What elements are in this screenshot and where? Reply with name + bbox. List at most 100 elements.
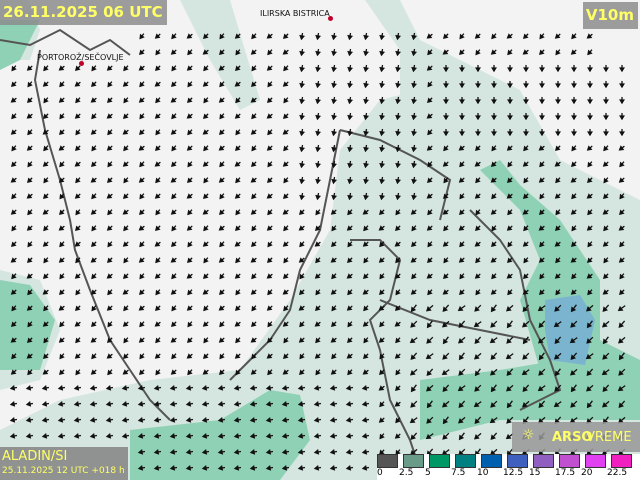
wind-arrow-head [363, 66, 370, 73]
wind-arrow-head [459, 115, 465, 121]
wind-arrow-head [26, 273, 33, 279]
wind-arrow-head [474, 306, 480, 312]
wind-arrow-head [345, 432, 352, 439]
wind-arrow-head [75, 337, 81, 344]
wind-arrow-head [507, 131, 513, 137]
wind-arrow-head [266, 145, 273, 151]
wind-arrow-head [266, 113, 273, 119]
wind-arrow-head [395, 82, 402, 89]
wind-arrow-head [26, 337, 33, 344]
wind-arrow-head [234, 225, 241, 232]
wind-arrow-head [394, 401, 401, 407]
wind-arrow-head [106, 193, 113, 199]
wind-arrow-head [73, 416, 80, 423]
wind-arrow-head [74, 305, 81, 312]
wind-arrow-head [426, 418, 432, 424]
legend-swatch [585, 454, 606, 468]
legend-swatch [533, 454, 554, 468]
wind-arrow-head [539, 115, 545, 121]
legend-tick: 0 [377, 468, 383, 478]
wind-arrow-head [171, 353, 177, 360]
wind-arrow-head [395, 66, 402, 73]
wind-arrow-head [233, 400, 240, 407]
wind-arrow-head [345, 400, 352, 407]
wind-arrow-head [315, 50, 322, 57]
wind-arrow-head [75, 177, 81, 184]
wind-arrow-head [234, 321, 241, 327]
wind-arrow-head [282, 129, 289, 135]
wind-arrow-head [523, 99, 529, 105]
wind-arrow-head [250, 209, 257, 215]
wind-arrow-head [105, 400, 112, 407]
wind-arrow-head [361, 448, 368, 455]
wind-arrow-head [249, 448, 256, 455]
wind-arrow-head [586, 338, 592, 344]
wind-arrow-head [443, 99, 449, 105]
wind-arrow-head [155, 97, 161, 104]
wind-arrow-head [458, 402, 464, 408]
wind-arrow-head [491, 273, 497, 280]
wind-arrow-head [299, 146, 306, 153]
wind-arrow-head [603, 67, 609, 73]
wind-arrow-head [202, 193, 209, 200]
wind-arrow-head [185, 400, 192, 407]
wind-arrow-head [123, 225, 129, 232]
legend-tick: 2.5 [399, 468, 414, 478]
wind-arrow-head [122, 353, 129, 360]
wind-arrow-head [202, 289, 209, 295]
wind-arrow-head [539, 241, 545, 248]
wind-arrow-head [539, 193, 545, 200]
wind-arrow-head [539, 273, 545, 280]
wind-arrow-head [219, 353, 225, 360]
wind-arrow-head [219, 321, 225, 328]
wind-arrow-head [458, 338, 464, 344]
wind-arrow-head [282, 209, 289, 215]
wind-arrow-head [427, 289, 433, 296]
wind-arrow-head [185, 464, 192, 471]
wind-arrow-head [249, 416, 256, 423]
wind-arrow-head [283, 337, 289, 344]
wind-arrow-head [202, 209, 209, 215]
wind-arrow-head [329, 416, 336, 423]
wind-arrow-head [347, 178, 354, 185]
wind-arrow-head [603, 131, 609, 137]
wind-arrow-head [363, 178, 370, 185]
wind-arrow-head [506, 145, 513, 151]
legend-tick: 17.5 [555, 468, 576, 478]
wind-arrow-head [442, 386, 448, 392]
wind-arrow-head [490, 209, 497, 215]
wind-arrow-head [186, 305, 193, 311]
wind-arrow-head [555, 131, 561, 137]
wind-arrow-head [123, 257, 129, 264]
wind-arrow-head [171, 193, 177, 200]
wind-arrow-head [123, 305, 129, 312]
wind-arrow-head [490, 322, 496, 328]
wind-arrow-head [442, 193, 449, 200]
wind-arrow-head [554, 241, 561, 247]
wind-arrow-head [586, 145, 593, 151]
wind-arrow-head [603, 257, 609, 264]
wind-arrow-head [538, 257, 545, 263]
wind-arrow-head [522, 306, 528, 312]
wind-arrow-head [618, 402, 624, 408]
wind-arrow-head [201, 464, 208, 471]
wind-arrow-head [58, 305, 65, 311]
wind-arrow-head [26, 305, 33, 311]
wind-arrow-head [43, 177, 49, 184]
wind-arrow-head [299, 321, 305, 328]
wind-arrow-head [185, 416, 192, 423]
wind-arrow-head [154, 193, 161, 199]
wind-arrow-head [618, 145, 625, 151]
wind-arrow-head [153, 384, 160, 391]
wind-arrow-head [379, 130, 386, 137]
wind-arrow-head [42, 273, 49, 280]
wind-arrow-head [138, 337, 145, 343]
wind-arrow-head [186, 65, 193, 71]
wind-arrow-head [315, 257, 321, 264]
wind-arrow-head [442, 273, 449, 280]
wind-arrow-head [586, 193, 593, 199]
wind-arrow-head [347, 194, 354, 201]
wind-arrow-head [619, 115, 625, 121]
wind-arrow-head [410, 386, 417, 393]
wind-arrow-head [267, 369, 273, 376]
